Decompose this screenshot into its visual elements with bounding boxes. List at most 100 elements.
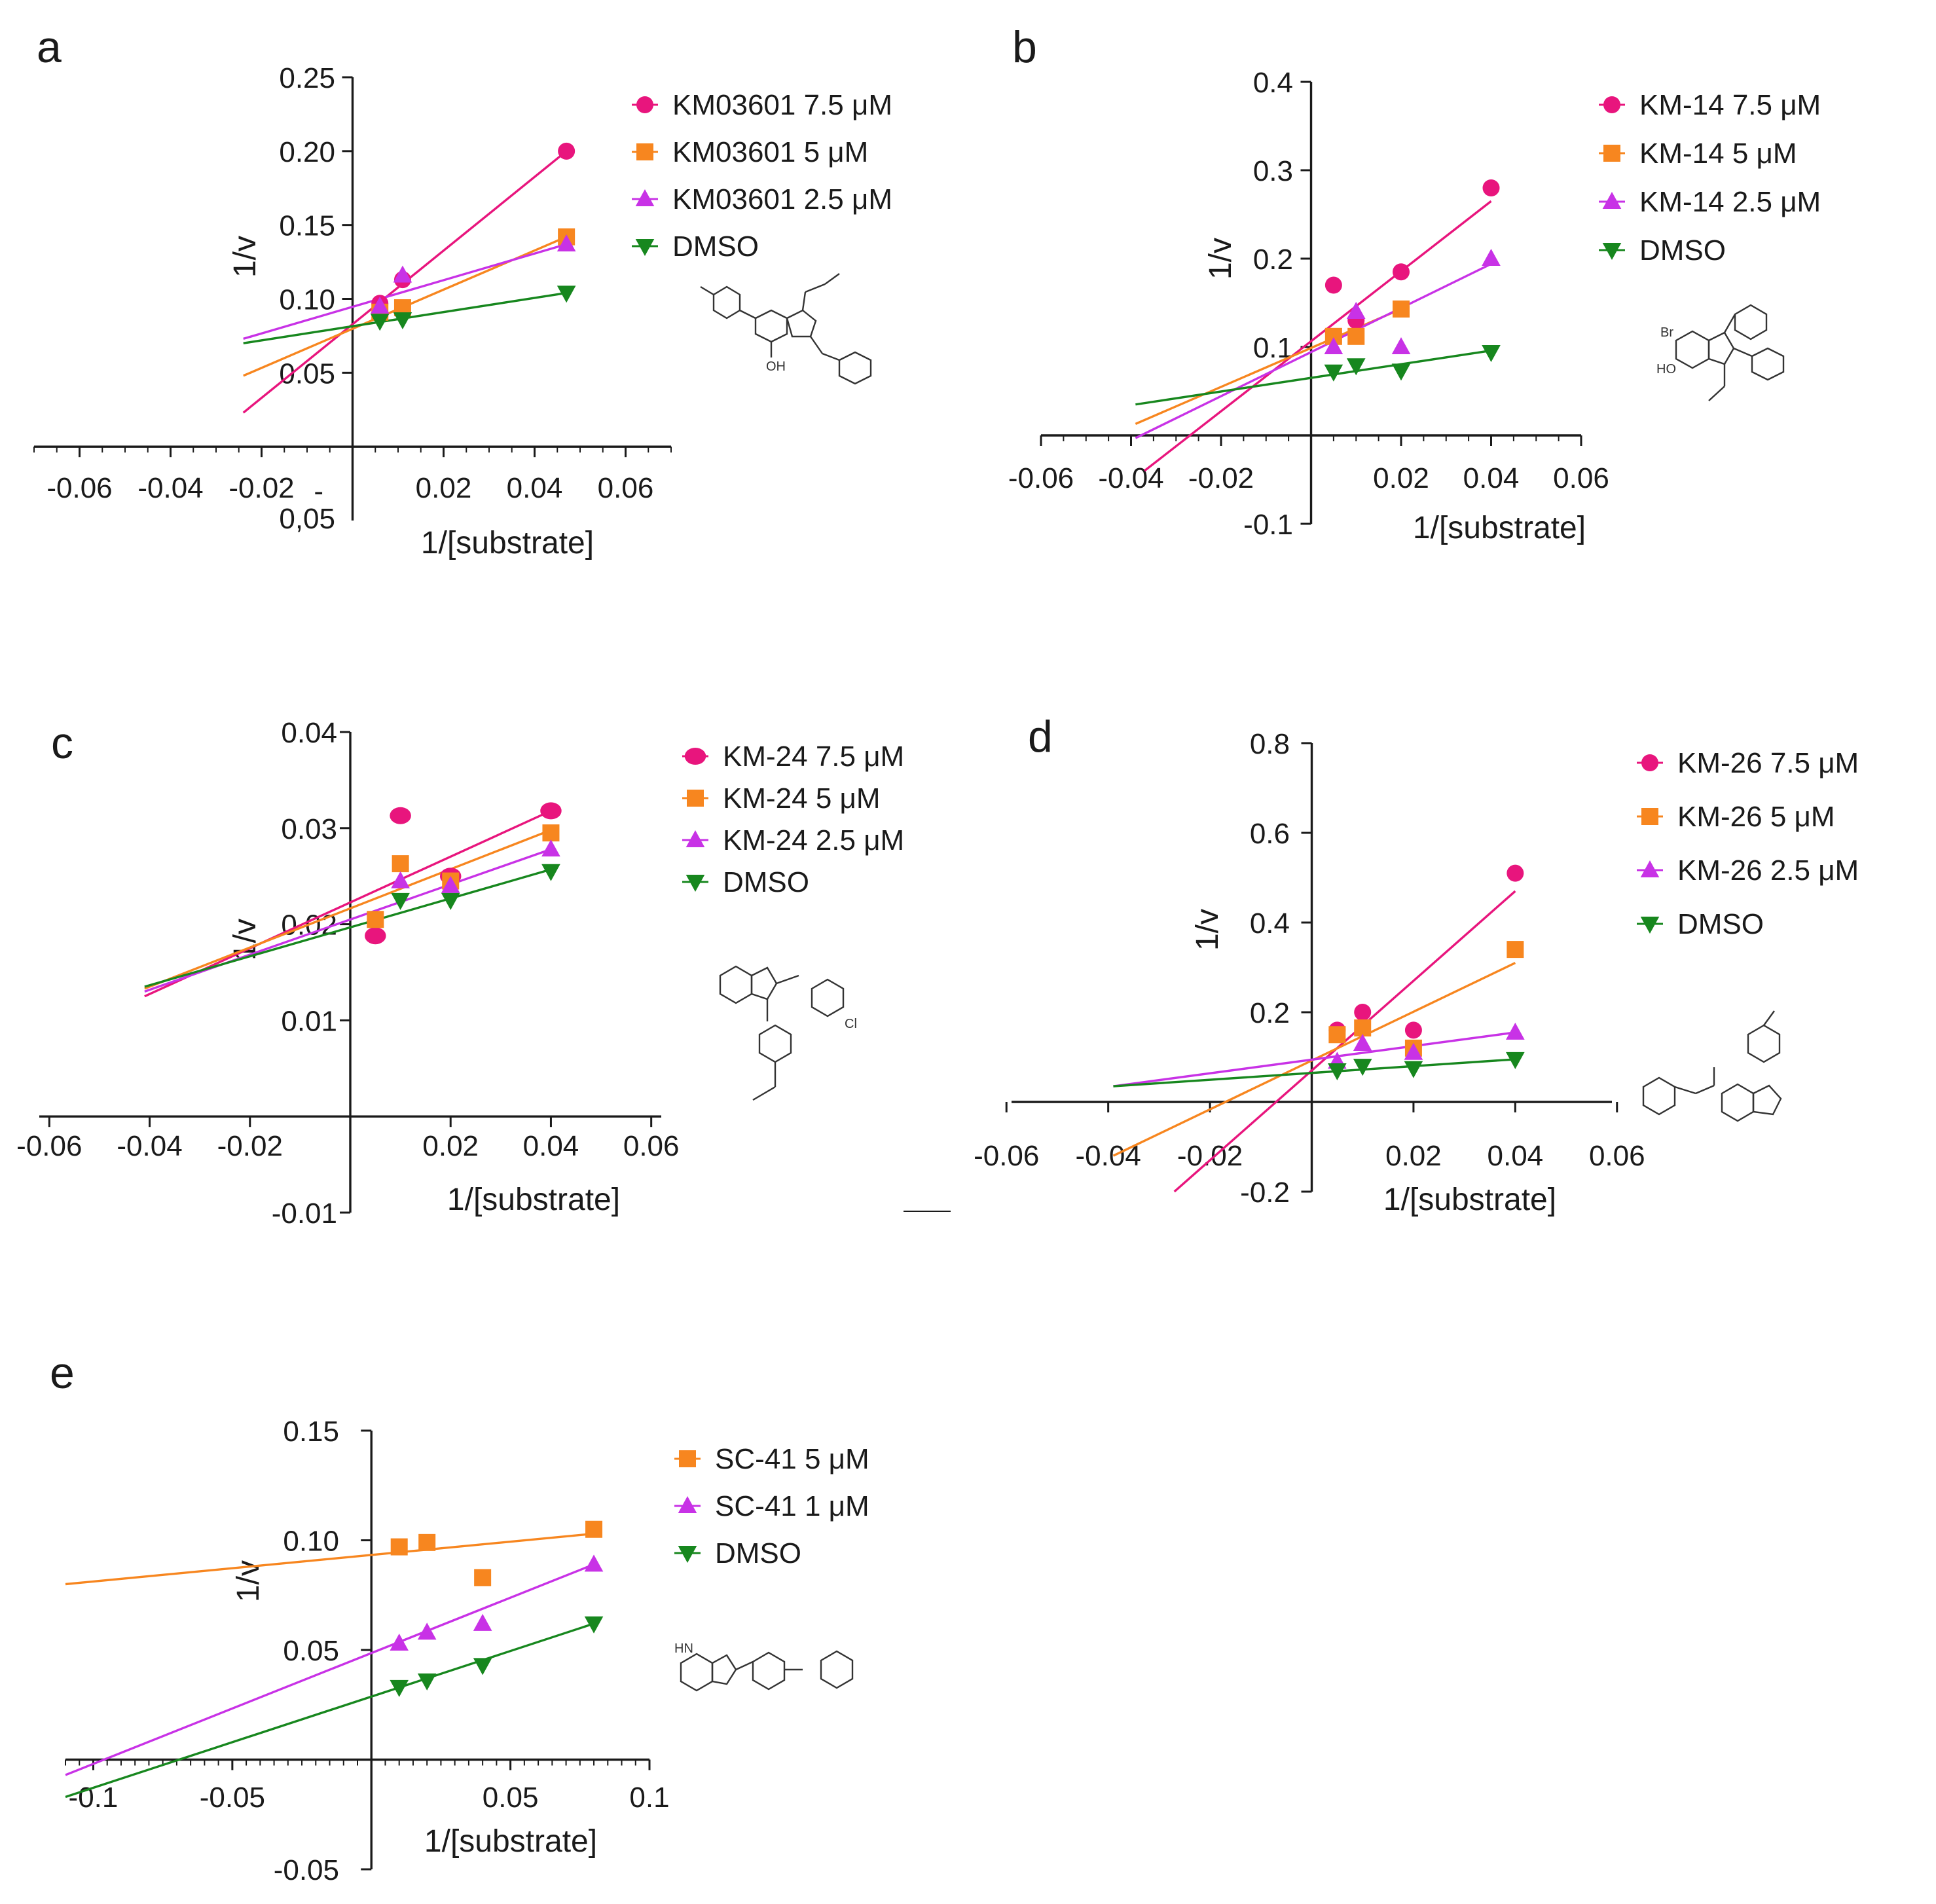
data-point-d-3-3 [1506, 1052, 1525, 1069]
legend-label-e-1: SC-41 1 μM [715, 1490, 869, 1522]
y-tick-label-a: 0.25 [279, 62, 335, 94]
structure-km24: Cl [719, 965, 857, 1101]
y-tick-label-c: 0.03 [281, 813, 337, 845]
svg-text:OH: OH [766, 359, 786, 374]
data-point-e-0-1 [418, 1533, 436, 1551]
legend-marker-d-2 [1640, 860, 1660, 878]
x-tick-label-a: -0.04 [137, 472, 203, 504]
legend-marker-b-3 [1602, 242, 1622, 260]
data-point-b-3-3 [1482, 345, 1501, 363]
svg-text:HO: HO [1656, 362, 1676, 376]
data-point-e-0-3 [585, 1520, 603, 1538]
x-tick-label-c: 0.04 [523, 1130, 579, 1162]
data-point-c-0-0 [365, 927, 386, 945]
y-axis-title-b: 1/v [1203, 238, 1238, 280]
legend-marker-d-3 [1640, 916, 1660, 934]
data-point-e-1-0 [390, 1634, 409, 1651]
x-tick-label-c: 0.02 [422, 1130, 479, 1162]
data-point-e-2-3 [584, 1616, 604, 1634]
legend-label-c-0: KM-24 7.5 μM [723, 741, 904, 773]
panel-letter-a: a [37, 22, 62, 72]
data-point-c-0-1 [390, 807, 411, 824]
x-tick-label-e: 0.1 [629, 1782, 669, 1814]
x-tick-label-b: 0.02 [1373, 462, 1429, 494]
y-bottom-label-a: 0,05 [279, 503, 335, 535]
panel-letter-e: e [50, 1348, 75, 1398]
y-tick-label-b: -0.1 [1243, 509, 1293, 541]
fit-line-c-0 [144, 809, 552, 998]
data-point-e-1-2 [473, 1613, 492, 1631]
data-point-d-0-3 [1507, 864, 1524, 882]
y-tick-label-a: 0.10 [279, 284, 335, 316]
legend-label-a-2: KM03601 2.5 μM [672, 183, 892, 215]
data-point-b-0-2 [1393, 263, 1410, 281]
y-tick-label-b: 0.4 [1253, 67, 1293, 99]
data-point-b-2-2 [1391, 337, 1411, 355]
data-point-d-0-1 [1354, 1004, 1372, 1021]
legend-marker-e-1 [678, 1496, 697, 1514]
x-tick-label-b: -0.04 [1098, 462, 1163, 494]
structure-sc41: HN [674, 1641, 854, 1692]
fit-line-d-3 [1113, 1058, 1516, 1088]
x-tick-label-a: 0.04 [507, 472, 563, 504]
data-point-d-3-1 [1353, 1059, 1372, 1076]
y-tick-label-d: 0.2 [1250, 997, 1290, 1029]
data-point-a-3-1 [393, 312, 412, 330]
data-point-c-1-1 [392, 855, 409, 873]
data-point-e-1-3 [584, 1554, 604, 1572]
legend-label-b-1: KM-14 5 μM [1639, 137, 1797, 170]
fit-line-b-3 [1135, 349, 1491, 406]
legend-label-e-0: SC-41 5 μM [715, 1443, 869, 1475]
data-point-e-2-1 [417, 1673, 437, 1691]
x-tick-label-d: -0.06 [974, 1140, 1039, 1172]
y-tick-label-c: 0.01 [281, 1005, 337, 1037]
fit-line-e-1 [65, 1563, 594, 1776]
y-tick-label-c: -0.01 [272, 1198, 337, 1230]
x-tick-label-e: 0.05 [483, 1782, 539, 1814]
fit-line-d-2 [1113, 1031, 1516, 1088]
x-tick-label-b: -0.06 [1008, 462, 1074, 494]
x-tick-label-c: 0.06 [623, 1130, 680, 1162]
legend-label-c-3: DMSO [723, 866, 809, 898]
fit-line-c-3 [144, 868, 551, 988]
y-tick-label-b: 0.2 [1253, 244, 1293, 276]
legend-marker-c-3 [685, 874, 705, 892]
data-point-b-3-2 [1391, 363, 1411, 381]
data-point-d-2-2 [1404, 1042, 1423, 1060]
y-tick-label-a: 0.05 [279, 357, 335, 390]
legend-marker-a-2 [635, 189, 655, 207]
data-point-d-1-1 [1354, 1019, 1372, 1036]
panel-letter-d: d [1028, 712, 1053, 761]
x-tick-label-e: -0.05 [200, 1782, 265, 1814]
x-axis-title-b: 1/[substrate] [1413, 511, 1586, 545]
svg-text:Cl: Cl [845, 1017, 857, 1031]
x-tick-label-c: -0.02 [217, 1130, 283, 1162]
data-point-a-2-2 [557, 234, 576, 252]
structure-km14: Br HO [1656, 304, 1785, 401]
svg-text:Br: Br [1660, 325, 1673, 340]
chart-panel-b: b-0.06 -0.04 -0.02 0.02 0.04 0.06-0.10.10.20.… [1008, 22, 1821, 545]
data-point-d-2-1 [1353, 1034, 1372, 1051]
legend-label-b-0: KM-14 7.5 μM [1639, 89, 1821, 121]
x-tick-label-b: -0.02 [1188, 462, 1254, 494]
data-point-b-0-0 [1324, 276, 1342, 294]
y-tick-label-c: 0.04 [281, 717, 337, 749]
data-point-b-3-0 [1324, 364, 1343, 382]
data-point-d-3-0 [1328, 1063, 1347, 1080]
legend-label-b-3: DMSO [1639, 234, 1726, 266]
panel-letter-c: c [51, 718, 73, 768]
legend-marker-c-2 [685, 830, 705, 848]
data-point-d-2-3 [1506, 1022, 1525, 1040]
legend-label-b-2: KM-14 2.5 μM [1639, 186, 1821, 218]
data-point-c-2-1 [441, 875, 460, 893]
y-bottom-dash-a: - [314, 475, 323, 507]
data-point-b-2-3 [1482, 249, 1501, 266]
y-axis-title-a: 1/v [228, 236, 263, 278]
data-point-b-1-2 [1393, 300, 1410, 318]
x-tick-label-b: 0.04 [1463, 462, 1520, 494]
legend-label-d-1: KM-26 5 μM [1677, 801, 1835, 833]
data-point-b-2-1 [1346, 302, 1366, 320]
y-tick-label-d: 0.6 [1250, 818, 1290, 850]
legend-label-c-2: KM-24 2.5 μM [723, 824, 904, 856]
x-tick-label-d: -0.02 [1177, 1140, 1243, 1172]
